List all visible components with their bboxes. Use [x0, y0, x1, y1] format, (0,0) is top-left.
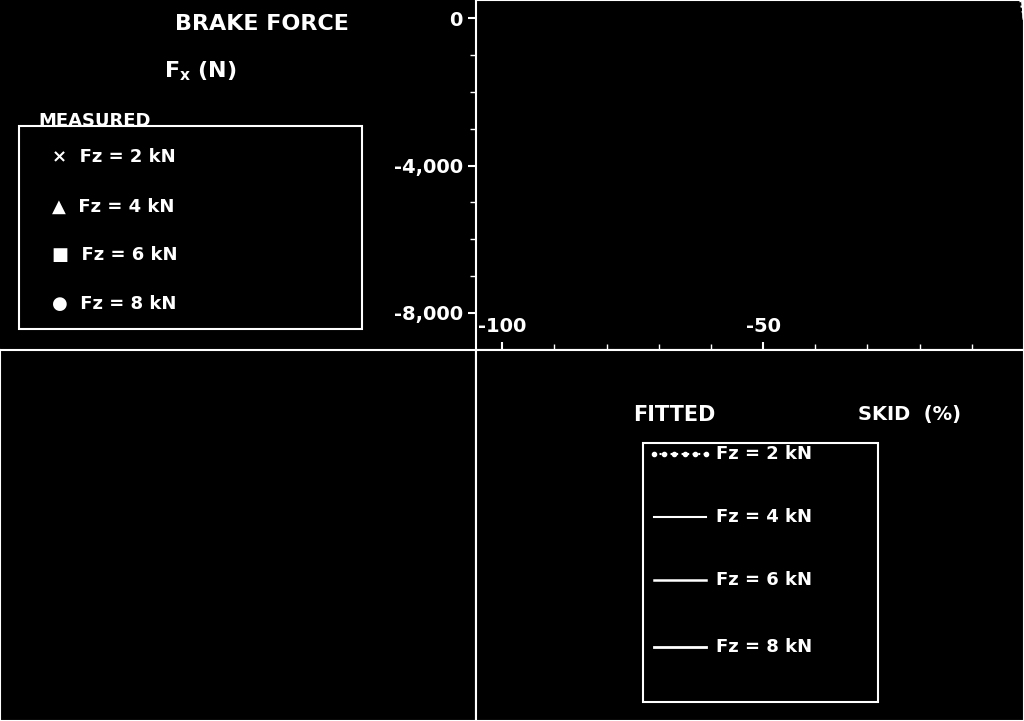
Text: BRAKE FORCE: BRAKE FORCE — [175, 14, 349, 34]
Text: MEASURED: MEASURED — [38, 112, 151, 130]
Text: ■  Fz = 6 kN: ■ Fz = 6 kN — [52, 247, 178, 265]
Text: Fz = 6 kN: Fz = 6 kN — [716, 571, 812, 589]
FancyBboxPatch shape — [643, 443, 878, 702]
Text: $\mathbf{F_x}$ (N): $\mathbf{F_x}$ (N) — [164, 59, 237, 83]
Text: ×  Fz = 2 kN: × Fz = 2 kN — [52, 149, 176, 167]
Text: FITTED: FITTED — [633, 405, 716, 425]
Text: Fz = 4 kN: Fz = 4 kN — [716, 508, 812, 526]
Text: Fz = 8 kN: Fz = 8 kN — [716, 638, 812, 655]
FancyBboxPatch shape — [19, 126, 361, 329]
Text: ●  Fz = 8 kN: ● Fz = 8 kN — [52, 295, 177, 313]
Text: Fz = 2 kN: Fz = 2 kN — [716, 445, 812, 463]
Text: ▲  Fz = 4 kN: ▲ Fz = 4 kN — [52, 198, 175, 216]
Text: SKID  (%): SKID (%) — [858, 405, 961, 425]
